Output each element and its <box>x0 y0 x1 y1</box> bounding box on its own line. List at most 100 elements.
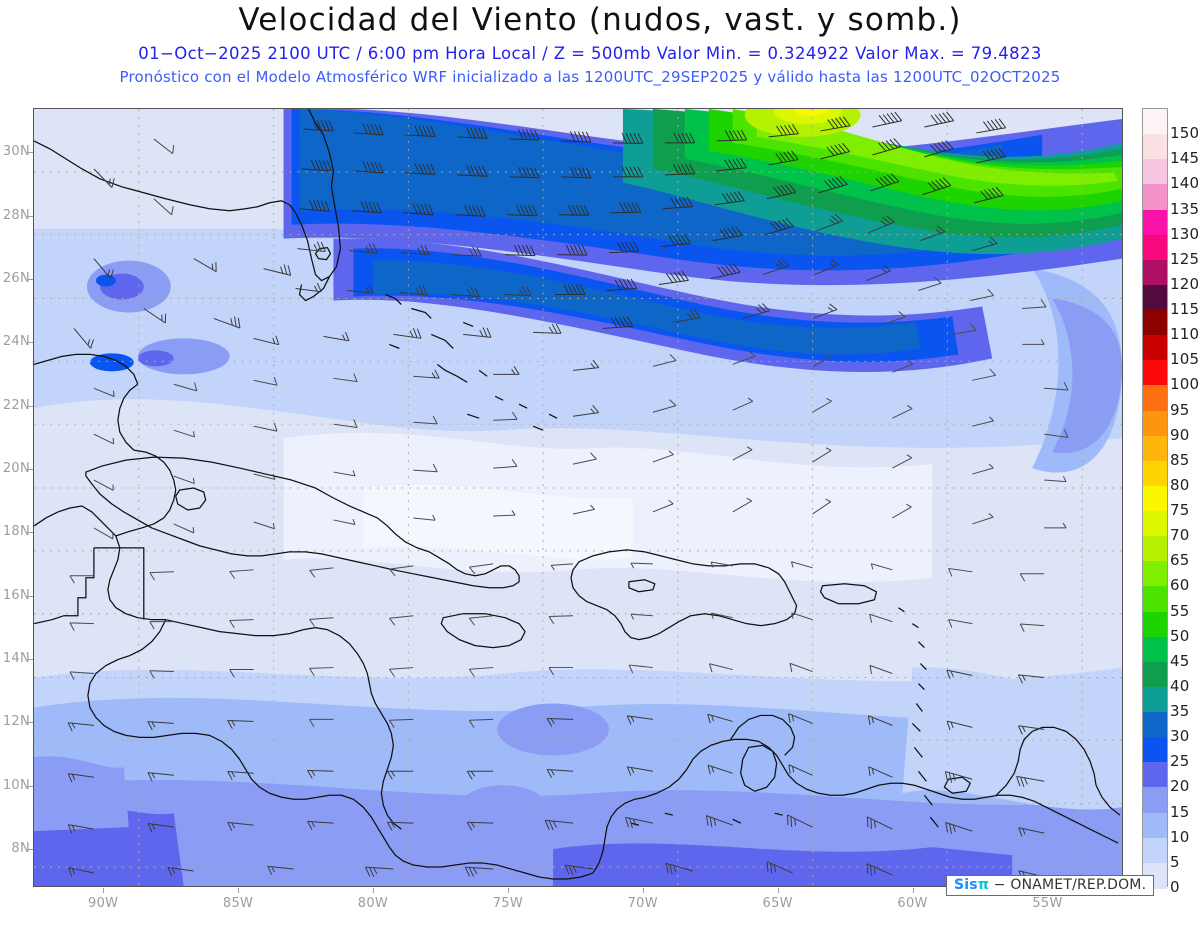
colorbar-tick-label: 45 <box>1170 651 1190 670</box>
lat-tick-mark <box>28 152 33 154</box>
subtitle-forecast-time: 01−Oct−2025 2100 UTC / 6:00 pm Hora Loca… <box>138 44 1042 63</box>
colorbar-band <box>1143 536 1167 562</box>
colorbar-band <box>1143 787 1167 814</box>
colorbar-tick-label: 105 <box>1170 350 1200 369</box>
colorbar-band <box>1143 586 1167 613</box>
colorbar-tick-label: 110 <box>1170 325 1200 344</box>
lon-tick-label: 75W <box>492 896 523 911</box>
colorbar-tick-label: 130 <box>1170 224 1200 243</box>
colorbar-band <box>1143 460 1167 487</box>
lat-tick-mark <box>28 849 33 850</box>
lat-tick-label: 20N <box>2 461 30 476</box>
lon-tick-mark <box>238 888 240 893</box>
map-canvas <box>34 109 1122 886</box>
colorbar-tick-label: 5 <box>1170 852 1180 871</box>
colorbar-tick-label: 0 <box>1170 878 1180 896</box>
lat-tick-label: 30N <box>2 144 30 160</box>
colorbar-band <box>1143 310 1167 336</box>
lat-tick-mark <box>28 722 33 724</box>
lat-tick-label: 10N <box>2 777 30 793</box>
lat-tick-label: 8N <box>11 841 30 856</box>
colorbar-band <box>1143 661 1167 688</box>
lon-tick-mark <box>372 888 374 893</box>
colorbar-tick-label: 55 <box>1170 601 1190 620</box>
lon-tick-mark <box>777 888 779 893</box>
colorbar-band <box>1143 511 1167 537</box>
lon-tick-label: 85W <box>222 896 254 911</box>
lat-tick-mark <box>28 215 33 217</box>
lat-tick-mark <box>28 785 33 787</box>
sispi-onamet-logo: Sisπ − ONAMET/REP.DOM. <box>946 875 1155 896</box>
colorbar-tick-label: 15 <box>1170 802 1190 821</box>
colorbar-tick-label: 115 <box>1170 300 1200 319</box>
colorbar-tick-label: 70 <box>1170 526 1190 545</box>
lat-tick-label: 18N <box>2 524 30 540</box>
colorbar-band <box>1143 561 1167 588</box>
lat-tick-label: 14N <box>2 651 30 666</box>
lat-tick-label: 28N <box>2 207 30 223</box>
lat-tick-mark <box>28 342 33 344</box>
coastlines <box>34 109 1121 880</box>
colorbar-tick-label: 10 <box>1170 827 1190 846</box>
lon-tick-mark <box>507 888 509 893</box>
colorbar-tick-label: 125 <box>1170 249 1200 268</box>
lon-tick-label: 65W <box>762 896 793 911</box>
lat-tick-mark <box>28 532 33 534</box>
colorbar-tick-label: 50 <box>1170 626 1190 645</box>
colorbar-tick-label: 80 <box>1170 475 1190 494</box>
lat-tick-mark <box>28 279 33 280</box>
lat-tick-label: 22N <box>2 397 30 413</box>
colorbar-tick-label: 120 <box>1170 274 1200 293</box>
colorbar-band <box>1143 837 1167 864</box>
logo-pi-icon: π <box>977 877 990 893</box>
logo-sis-text: Sis <box>954 877 978 893</box>
lat-tick-mark <box>28 405 33 407</box>
colorbar-tick-label: 95 <box>1170 400 1190 419</box>
lon-tick-mark <box>103 888 105 893</box>
colorbar-tick-label: 75 <box>1170 501 1190 520</box>
lat-tick-label: 12N <box>2 714 30 730</box>
colorbar-tick-label: 150 <box>1170 124 1200 143</box>
colorbar-band <box>1143 611 1167 638</box>
subtitle-model-info: Pronóstico con el Modelo Atmosférico WRF… <box>119 68 1061 86</box>
lon-tick-mark <box>912 888 914 893</box>
colorbar[interactable] <box>1142 108 1168 889</box>
colorbar-band <box>1143 485 1167 512</box>
colorbar-band <box>1143 712 1167 738</box>
lon-tick-label: 90W <box>87 896 119 911</box>
colorbar-band <box>1143 335 1167 361</box>
colorbar-tick-label: 145 <box>1170 149 1200 168</box>
colorbar-tick-label: 85 <box>1170 450 1190 469</box>
colorbar-band <box>1143 435 1167 462</box>
lat-tick-label: 26N <box>2 271 30 286</box>
colorbar-tick-label: 35 <box>1170 702 1190 721</box>
colorbar-band <box>1143 686 1167 713</box>
colorbar-band <box>1143 184 1167 211</box>
colorbar-tick-label: 30 <box>1170 727 1190 746</box>
colorbar-band <box>1143 284 1167 311</box>
colorbar-tick-label: 65 <box>1170 551 1190 570</box>
colorbar-band <box>1143 109 1167 135</box>
colorbar-band <box>1143 259 1167 286</box>
lat-tick-mark <box>28 659 33 660</box>
colorbar-band <box>1143 234 1167 261</box>
lon-tick-label: 55W <box>1032 896 1063 911</box>
colorbar-tick-label: 60 <box>1170 576 1190 595</box>
colorbar-tick-label: 140 <box>1170 174 1200 193</box>
lat-tick-label: 24N <box>2 334 30 350</box>
logo-org-text: − ONAMET/REP.DOM. <box>993 877 1147 893</box>
colorbar-tick-label: 135 <box>1170 199 1200 218</box>
page-title: Velocidad del Viento (nudos, vast. y som… <box>238 2 962 38</box>
colorbar-band <box>1143 385 1167 412</box>
colorbar-tick-label: 40 <box>1170 676 1190 695</box>
colorbar-band <box>1143 134 1167 160</box>
colorbar-band <box>1143 636 1167 663</box>
colorbar-tick-label: 20 <box>1170 777 1190 796</box>
lat-tick-mark <box>28 469 33 470</box>
map-plot-area[interactable] <box>33 108 1123 887</box>
latitude-axis: 30N 28N 26N 24N 22N 20N 18N 16N 14N 12N 10N 8N <box>0 0 33 927</box>
lon-tick-mark <box>642 888 644 893</box>
colorbar-band <box>1143 209 1167 236</box>
colorbar-band <box>1143 737 1167 763</box>
